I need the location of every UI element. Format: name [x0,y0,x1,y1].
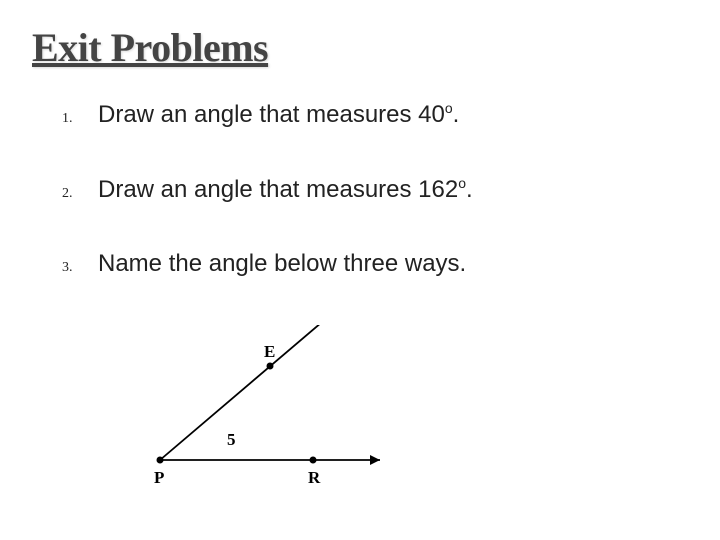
problem-3-text: Name the angle below three ways. [98,250,466,278]
problem-2-number: 2. [62,186,98,202]
label-e: E [264,342,275,361]
angle-diagram: P R E 5 [130,325,390,495]
problem-1-text: Draw an angle that measures 40o. [98,100,459,129]
problem-3: 3. Name the angle below three ways. [62,250,473,278]
page-title: Exit Problems [32,24,268,71]
problem-2: 2. Draw an angle that measures 162o. [62,175,473,204]
point-r [310,457,317,464]
problem-3-number: 3. [62,260,98,276]
ray-pe [160,325,335,460]
arrowhead-pr [370,455,380,465]
problem-1: 1. Draw an angle that measures 40o. [62,100,473,129]
problem-list: 1. Draw an angle that measures 40o. 2. D… [62,100,473,324]
label-p: P [154,468,164,487]
problem-2-text: Draw an angle that measures 162o. [98,175,473,204]
point-p [157,457,164,464]
label-r: R [308,468,321,487]
point-e [267,363,274,370]
angle-label: 5 [227,430,236,449]
problem-1-number: 1. [62,111,98,127]
